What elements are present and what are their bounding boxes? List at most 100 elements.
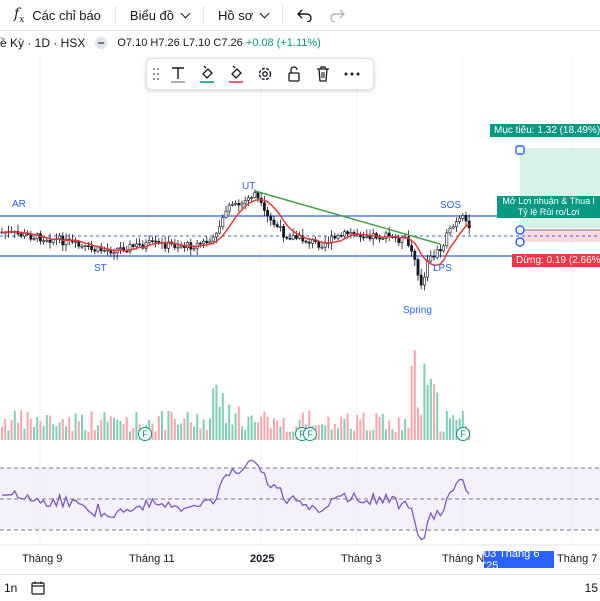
fill-color-button[interactable] [192, 59, 221, 89]
toolbar-divider [203, 6, 205, 24]
volume-bar [202, 419, 205, 440]
target-handle[interactable] [515, 145, 525, 155]
candle-body [83, 245, 87, 248]
entry-handle[interactable] [515, 225, 525, 235]
candle-body [438, 249, 442, 252]
drag-handle-icon[interactable] [153, 68, 163, 80]
volume-bar [365, 429, 368, 440]
volume-bar [404, 419, 407, 440]
f-marker-icon[interactable]: F [303, 427, 317, 441]
volume-bar [241, 426, 243, 440]
volume-bar [74, 413, 77, 440]
settings-button[interactable] [250, 59, 279, 89]
indicators-button[interactable]: fx Các chỉ báo [0, 0, 109, 30]
candle-body [429, 255, 433, 262]
volume-bar [109, 416, 112, 440]
volume-bar [394, 431, 397, 440]
candle-body [320, 246, 324, 249]
candle-body [333, 235, 337, 239]
volume-bar [164, 430, 167, 440]
interval-button[interactable]: 1n [4, 581, 18, 595]
candle-body [208, 240, 212, 243]
candle-body [138, 243, 142, 246]
candle-body [416, 259, 420, 276]
volume-bar [119, 420, 122, 440]
volume-bar [93, 430, 96, 440]
volume-bar [221, 393, 224, 440]
volume-bar [17, 422, 19, 440]
volume-bar [116, 419, 119, 440]
line-color-button[interactable] [221, 59, 250, 89]
candle-body [192, 247, 196, 250]
more-button[interactable] [337, 59, 366, 89]
volume-bar [23, 428, 26, 440]
candle-body [240, 202, 244, 206]
chart-type-button[interactable]: Biểu đồ [122, 0, 197, 30]
chevron-down-icon [259, 8, 270, 18]
undo-button[interactable] [289, 0, 321, 30]
f-marker-label: F [142, 429, 148, 439]
volume-bar [292, 431, 295, 440]
volume-bar [45, 415, 48, 440]
volume-bar [231, 424, 234, 440]
crosshair-time-label: 03 Tháng 6 '25 [484, 548, 554, 572]
candle-body [179, 245, 183, 248]
candle-body [202, 240, 206, 245]
volume-bar [301, 412, 304, 440]
candle-body [250, 197, 254, 199]
profile-button[interactable]: Hồ sơ [210, 0, 276, 30]
volume-bar [13, 410, 16, 440]
volume-bar [4, 419, 7, 440]
volume-bar [273, 418, 275, 440]
candle-body [234, 203, 238, 205]
trend-line[interactable] [254, 190, 441, 245]
candle-body [147, 240, 151, 243]
volume-bar [186, 411, 189, 440]
calendar-button[interactable] [31, 581, 45, 595]
candle-body [278, 226, 282, 228]
candle-body [384, 232, 388, 239]
candle-body [294, 235, 298, 239]
f-marker-icon[interactable]: F [456, 427, 470, 441]
volume-bar [391, 429, 394, 440]
volume-bar [77, 421, 80, 440]
text-tool-button[interactable] [163, 59, 192, 89]
symbol-title[interactable]: ề Kỳ · 1D · HSX [0, 36, 86, 50]
redo-button[interactable] [321, 0, 353, 30]
candle-body [464, 215, 468, 222]
volume-bar [52, 424, 55, 440]
f-marker-label: F [460, 429, 466, 439]
position-info-box[interactable]: Mở Lợi nhuận & Thua l Tỷ lệ Rủi ro/Lợi [497, 196, 600, 218]
volume-bar [445, 411, 448, 440]
f-marker-label: F [307, 429, 313, 439]
volume-bar [196, 414, 199, 440]
candle-body [310, 239, 314, 244]
chart-type-label: Biểu đồ [129, 7, 175, 23]
time-label-3: 2025 [250, 553, 275, 565]
volume-bar [417, 407, 419, 440]
candle-body [243, 199, 247, 204]
candle-body [256, 192, 260, 199]
f-marker-icon[interactable]: F [138, 427, 152, 441]
volume-bar [260, 416, 263, 440]
delete-button[interactable] [308, 59, 337, 89]
volume-bar [189, 422, 192, 440]
candle-body [215, 232, 218, 238]
candle-body [378, 237, 382, 240]
volume-bar [170, 411, 173, 440]
candle-body [262, 202, 266, 211]
volume-bar [410, 366, 413, 440]
lock-button[interactable] [279, 59, 308, 89]
time-label-4: Tháng 3 [341, 553, 382, 565]
candle-body [432, 255, 436, 258]
volume-bar [177, 424, 179, 440]
volume-bar [244, 429, 247, 440]
candle-body [352, 232, 356, 234]
volume-bar [276, 420, 279, 440]
entry-handle-2[interactable] [515, 237, 525, 247]
candle-body [64, 238, 68, 246]
candle-body [451, 226, 455, 229]
symbol-legend: ề Kỳ · 1D · HSX O7.10 H7.26 L7.10 C7.26 … [0, 36, 321, 50]
candle-body [269, 215, 273, 221]
hide-icon[interactable] [95, 37, 108, 49]
